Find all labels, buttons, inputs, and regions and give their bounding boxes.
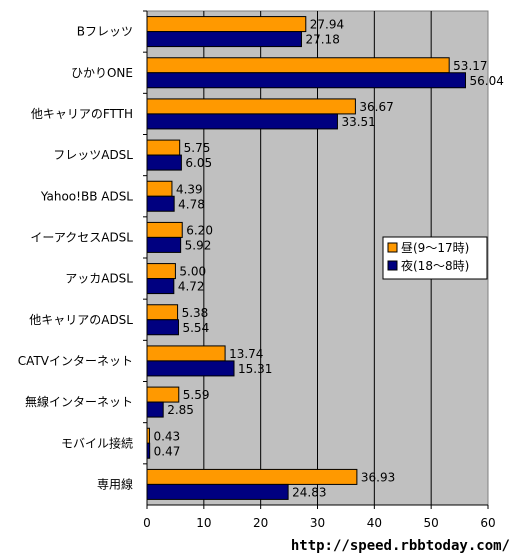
category-label: 他キャリアのADSL xyxy=(29,313,133,327)
bar-day xyxy=(146,57,450,74)
value-label: 0.47 xyxy=(154,444,181,458)
value-label: 27.18 xyxy=(305,33,339,47)
value-label: 13.74 xyxy=(229,347,263,361)
category-label: イーアクセスADSL xyxy=(30,230,133,244)
bar-day xyxy=(146,180,173,197)
bar-night xyxy=(146,360,235,377)
category-label: 他キャリアのFTTH xyxy=(31,107,133,121)
value-label: 6.20 xyxy=(186,223,213,237)
value-label: 4.39 xyxy=(176,182,203,196)
x-tick-label: 0 xyxy=(143,516,151,530)
value-label: 5.38 xyxy=(182,306,209,320)
category-label: Bフレッツ xyxy=(77,25,133,39)
value-label: 27.94 xyxy=(310,18,344,32)
bar-day xyxy=(146,16,307,33)
value-label: 5.59 xyxy=(183,388,210,402)
category-label: 専用線 xyxy=(97,476,133,491)
x-tick-label: 50 xyxy=(424,516,439,530)
bar-day xyxy=(146,263,176,280)
legend-box xyxy=(382,236,488,280)
legend-swatch-day xyxy=(387,242,398,253)
bar-night xyxy=(146,401,164,418)
bar-day xyxy=(146,221,183,238)
x-tick-label: 30 xyxy=(310,516,325,530)
bar-day xyxy=(146,468,358,485)
category-label: ひかりONE xyxy=(71,66,133,80)
x-tick-label: 20 xyxy=(253,516,268,530)
value-label: 5.75 xyxy=(184,141,211,155)
bar-night xyxy=(146,195,175,212)
category-label: 無線インターネット xyxy=(25,394,133,409)
category-label: フレッツADSL xyxy=(53,148,133,162)
value-label: 53.17 xyxy=(453,59,487,73)
bar-night xyxy=(146,113,338,130)
legend: 昼(9〜17時) 夜(18〜8時) xyxy=(382,236,488,280)
category-label: Yahoo!BB ADSL xyxy=(40,189,133,203)
bar-day xyxy=(146,98,356,115)
bar-night xyxy=(146,483,289,500)
bar-night xyxy=(146,154,182,171)
value-label: 5.54 xyxy=(182,321,209,335)
bar-night xyxy=(146,278,175,295)
value-label: 24.83 xyxy=(292,485,326,499)
bar-day xyxy=(146,139,181,156)
source-url: http://speed.rbbtoday.com/ xyxy=(291,538,510,554)
value-label: 0.43 xyxy=(153,429,180,443)
legend-label-day: 昼(9〜17時) xyxy=(401,241,469,255)
bar-day xyxy=(146,386,180,403)
category-label: アッカADSL xyxy=(65,272,133,286)
value-label: 4.72 xyxy=(178,280,205,294)
bar-night xyxy=(146,319,179,336)
x-tick-label: 10 xyxy=(196,516,211,530)
value-label: 4.78 xyxy=(178,197,205,211)
bar-night xyxy=(146,236,182,253)
value-label: 33.51 xyxy=(341,115,375,129)
category-label: CATVインターネット xyxy=(18,354,133,368)
bar-day xyxy=(146,304,179,321)
value-label: 15.31 xyxy=(238,362,272,376)
value-label: 5.00 xyxy=(179,265,206,279)
value-label: 36.93 xyxy=(361,470,395,484)
x-tick-label: 60 xyxy=(480,516,495,530)
bar-day xyxy=(146,345,226,362)
legend-swatch-night xyxy=(387,260,398,271)
x-axis: 0 10 20 30 40 50 60 xyxy=(143,11,496,530)
value-label: 56.04 xyxy=(469,74,503,88)
legend-label-night: 夜(18〜8時) xyxy=(401,258,469,273)
value-label: 36.67 xyxy=(359,100,393,114)
value-label: 5.92 xyxy=(185,238,212,252)
x-tick-label: 40 xyxy=(367,516,382,530)
value-label: 6.05 xyxy=(185,156,212,170)
value-label: 2.85 xyxy=(167,403,194,417)
bar-night xyxy=(146,72,466,89)
category-label: モバイル接続 xyxy=(61,435,133,450)
bar-night xyxy=(146,31,302,48)
